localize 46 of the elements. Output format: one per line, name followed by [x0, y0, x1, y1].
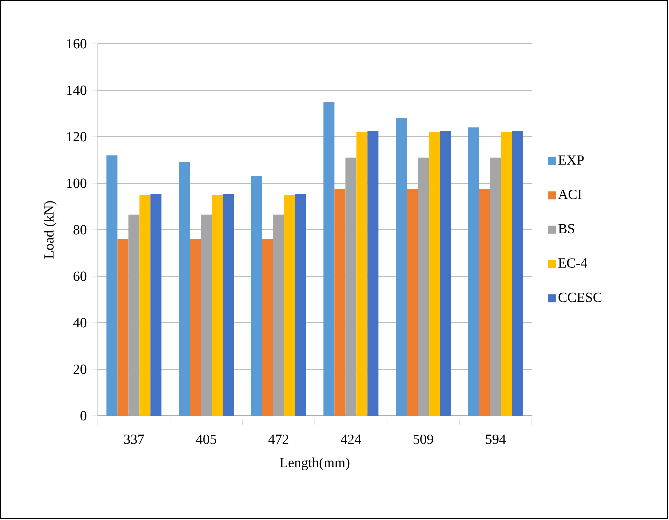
bar — [118, 239, 129, 416]
bar — [440, 131, 452, 416]
legend-label: BS — [558, 224, 574, 234]
y-tick-label: 0 — [80, 411, 87, 421]
x-tick-label: 594 — [486, 434, 506, 444]
bar — [407, 189, 418, 416]
bar — [262, 239, 274, 416]
bar — [284, 195, 296, 416]
x-tick-label: 424 — [340, 434, 362, 444]
legend-label: EC-4 — [558, 258, 588, 268]
x-tick-label: 337 — [124, 434, 144, 444]
y-tick-label: 100 — [67, 178, 87, 188]
bar — [223, 194, 234, 416]
bar — [212, 195, 224, 416]
bar — [334, 189, 346, 416]
x-tick-label: 509 — [414, 434, 434, 444]
bar — [396, 118, 408, 416]
y-tick-label: 160 — [67, 39, 87, 49]
legend-label: ACI — [558, 190, 582, 200]
bar — [179, 162, 190, 416]
bar — [190, 239, 202, 416]
y-tick-label: 80 — [74, 225, 87, 235]
legend-label: EXP — [558, 156, 584, 165]
y-tick-label: 20 — [74, 364, 87, 374]
legend-label: CCESC — [558, 292, 602, 302]
bar — [429, 132, 440, 416]
y-tick-label: 60 — [74, 272, 87, 282]
bar — [368, 131, 379, 416]
y-tick-label: 40 — [73, 318, 87, 328]
bar — [324, 102, 335, 416]
bar — [512, 131, 524, 416]
bar — [150, 194, 162, 416]
bar — [140, 195, 151, 416]
bar — [356, 132, 368, 416]
bar — [479, 189, 490, 416]
y-tick-label: 120 — [67, 132, 87, 142]
x-tick-label: 472 — [268, 434, 289, 444]
x-tick-label: 405 — [196, 434, 216, 444]
bar — [106, 156, 118, 416]
bar — [295, 194, 306, 416]
bar — [251, 176, 262, 416]
y-tick-label: 140 — [67, 86, 87, 96]
bar — [501, 132, 512, 416]
x-axis-title: Length(mm) — [280, 458, 350, 470]
bar — [468, 128, 480, 416]
y-axis-title: Load (kN) — [44, 201, 57, 259]
